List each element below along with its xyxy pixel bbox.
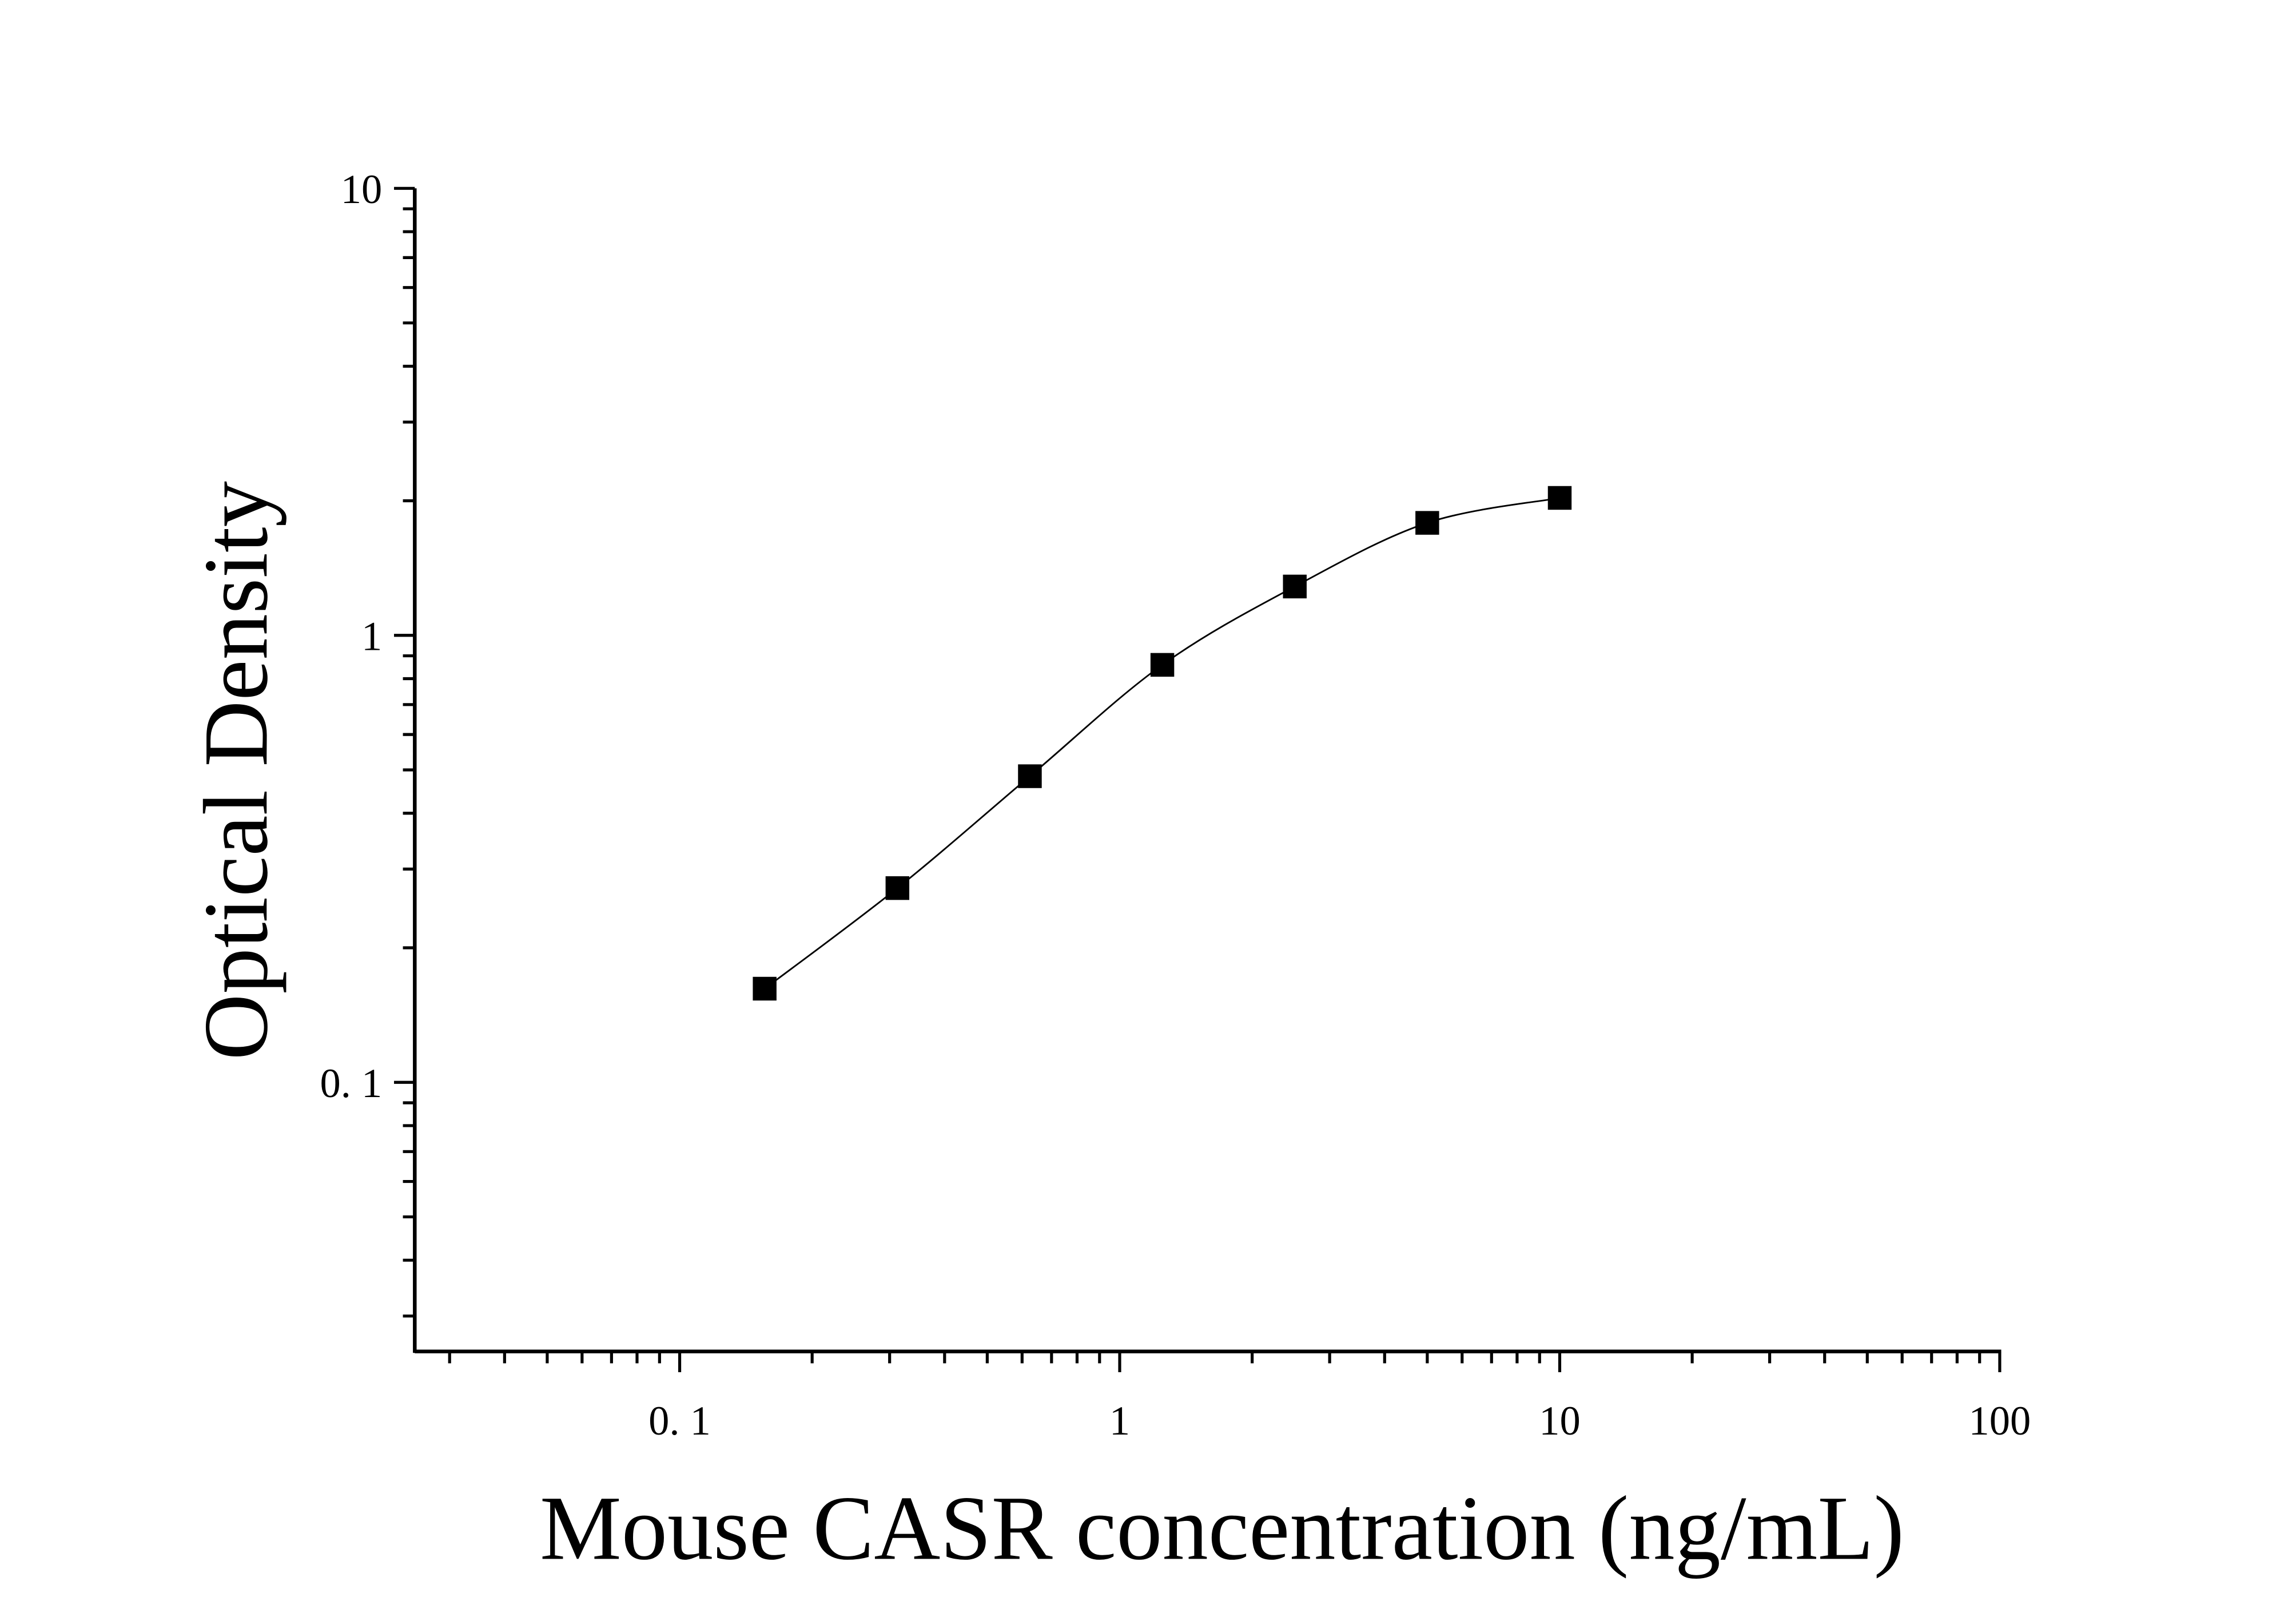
x-axis-label: Mouse CASR concentration (ng/mL) [540,1477,1904,1579]
data-point [885,876,910,900]
data-point [1415,511,1439,535]
data-points [753,486,1572,1001]
x-tick-label: 0. 1 [648,1397,711,1444]
data-point [1547,486,1572,510]
data-point [1283,574,1307,599]
axes [394,186,2001,1372]
data-point [1150,653,1175,677]
x-tick-label: 1 [1109,1397,1130,1444]
data-point [1018,764,1042,788]
x-tick-label: 10 [1539,1397,1581,1444]
y-tick-label: 0. 1 [320,1060,383,1106]
data-point [753,976,777,1001]
fit-curve [764,497,1560,990]
y-axis-label: Optical Density [185,481,286,1060]
x-tick-label: 100 [1969,1397,2031,1444]
y-tick-label: 10 [341,166,383,212]
y-tick-label: 1 [361,613,382,660]
tick-labels: 0. 1 1 10 100 0. 1 1 10 [320,166,2031,1444]
